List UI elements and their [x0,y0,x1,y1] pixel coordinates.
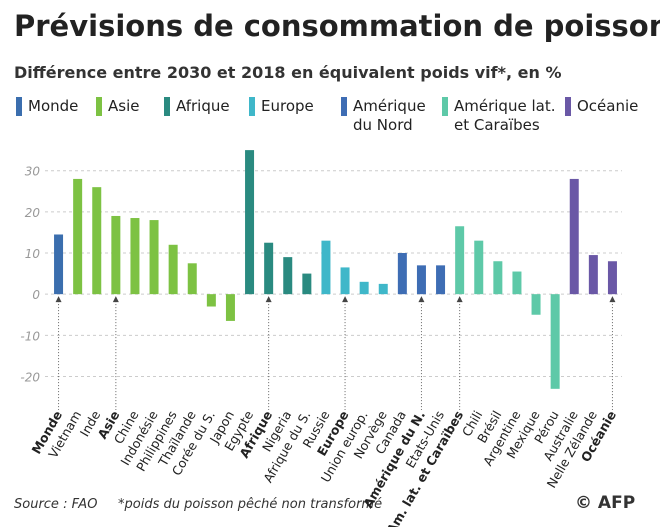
bar [474,240,484,295]
legend-swatch [164,97,170,116]
bar [264,242,274,295]
bar [569,178,579,295]
bar [225,294,235,321]
source: Source : FAO [14,497,97,512]
bar [149,220,159,295]
bar [283,257,293,295]
bar [206,294,216,307]
bar [436,265,446,295]
legend-swatch [341,97,347,116]
guide-arrow [342,296,349,303]
legend-item: Asie [96,97,156,116]
bar [512,271,522,295]
bar [130,218,140,295]
legend-label: Océanie [577,97,639,115]
legend-item: Amérique du Nord [341,97,436,135]
bar [73,178,83,295]
bar [111,215,121,295]
y-tick-label: -20 [20,370,40,384]
credit: © AFP [575,493,635,513]
guide-arrow [456,296,463,303]
bar [168,244,178,295]
bar [92,187,102,295]
legend-item: Monde [16,97,86,116]
guide-arrow [609,296,616,303]
legend-item: Europe [249,97,329,116]
legend-swatch [16,97,22,116]
chart-title: Prévisions de consommation de poisson [14,9,660,43]
guide-arrow [55,296,62,303]
bar [245,150,255,295]
bar [493,261,503,295]
bar [378,283,388,295]
bar [531,294,541,315]
legend-swatch [96,97,102,116]
legend-label: Europe [261,97,314,115]
chart-subtitle: Différence entre 2030 et 2018 en équival… [14,63,561,82]
bar [397,253,407,295]
legend-item: Océanie [565,97,655,116]
y-tick-label: 20 [25,206,41,220]
bar [550,294,560,389]
note: *poids du poisson pêché non transformé [118,497,382,512]
guide-arrow [418,296,425,303]
bar [54,234,64,295]
bar [302,273,312,295]
bar [340,267,350,295]
legend-item: Amérique lat. et Caraïbes [442,97,557,135]
bar [416,265,426,295]
bar [321,240,331,295]
legend-swatch [565,97,571,116]
bar [359,281,369,295]
legend-swatch [442,97,448,116]
y-tick-label: 10 [25,247,41,261]
guide-arrow [265,296,272,303]
y-tick-label: -10 [20,329,40,343]
guide-arrow [112,296,119,303]
bar [187,263,197,295]
bar [455,226,465,295]
legend-swatch [249,97,255,116]
bar [588,255,598,295]
y-tick-label: 30 [25,165,41,179]
y-tick-label: 0 [32,288,40,302]
legend-label: Amérique lat. et Caraïbes [454,97,556,134]
legend-label: Monde [28,97,79,115]
legend-label: Amérique du Nord [353,97,426,134]
bar [607,261,617,295]
legend-label: Afrique [176,97,230,115]
legend-label: Asie [108,97,140,115]
legend-item: Afrique [164,97,244,116]
